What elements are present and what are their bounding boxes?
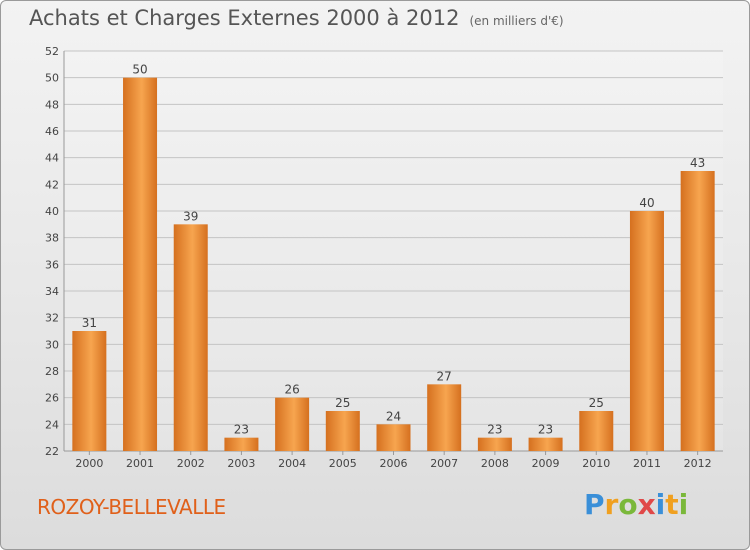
logo-letter: x — [637, 488, 656, 521]
y-tick-label: 22 — [45, 445, 59, 458]
chart-title-text: Achats et Charges Externes 2000 à 2012 — [29, 6, 460, 30]
bar-2001 — [123, 77, 158, 452]
logo-letter: i — [678, 488, 689, 521]
x-tick-label-2010: 2010 — [582, 457, 610, 470]
bar-2008 — [477, 437, 512, 451]
x-tick-label-2009: 2009 — [532, 457, 560, 470]
value-label-2012: 43 — [690, 156, 705, 170]
value-label-2009: 23 — [538, 423, 553, 437]
y-tick-label: 32 — [45, 312, 59, 325]
value-label-2008: 23 — [487, 423, 502, 437]
logo-letter: o — [618, 488, 638, 521]
bar-2002 — [173, 224, 208, 451]
logo-letter: i — [655, 488, 666, 521]
value-label-2003: 23 — [234, 423, 249, 437]
chart-title: Achats et Charges Externes 2000 à 2012 (e… — [29, 6, 564, 30]
bar-2003 — [224, 437, 259, 451]
value-label-2000: 31 — [82, 316, 97, 330]
logo-letter: t — [665, 488, 679, 521]
proxiti-logo: Proxiti — [584, 488, 688, 521]
chart-unit: (en milliers d'€) — [469, 14, 564, 28]
y-tick-label: 42 — [45, 178, 59, 191]
x-tick-label-2003: 2003 — [227, 457, 255, 470]
bar-2004 — [275, 397, 310, 451]
y-tick-label: 38 — [45, 232, 59, 245]
bars — [72, 77, 715, 452]
logo-letter: P — [584, 488, 605, 521]
value-label-2004: 26 — [284, 383, 299, 397]
y-tick-label: 36 — [45, 258, 59, 271]
y-tick-label: 34 — [45, 285, 59, 298]
x-tick-label-2007: 2007 — [430, 457, 458, 470]
y-tick-label: 40 — [45, 205, 59, 218]
x-tick-label-2001: 2001 — [126, 457, 154, 470]
value-labels: 31 50 39 23 26 25 24 27 23 23 25 40 43 — [82, 63, 706, 437]
bar-2007 — [427, 384, 462, 451]
place-name: ROZOY-BELLEVALLE — [37, 495, 226, 519]
x-tick-label-2004: 2004 — [278, 457, 306, 470]
bar-2010 — [579, 411, 614, 451]
x-axis-ticks: 2000 2001 2002 2003 2004 2005 2006 2007 2008 2009… — [75, 451, 712, 470]
y-tick-label: 48 — [45, 98, 59, 111]
x-tick-label-2002: 2002 — [177, 457, 205, 470]
bar-2000 — [72, 331, 107, 451]
y-tick-label: 46 — [45, 125, 59, 138]
y-tick-label: 44 — [45, 152, 59, 165]
plot-area — [64, 51, 723, 451]
y-tick-label: 52 — [45, 45, 59, 58]
value-label-2010: 25 — [589, 396, 604, 410]
value-label-2001: 50 — [132, 63, 147, 77]
bar-2006 — [376, 424, 411, 451]
value-label-2002: 39 — [183, 209, 198, 223]
y-tick-label: 30 — [45, 338, 59, 351]
bar-2011 — [629, 211, 664, 451]
bar-2005 — [325, 411, 360, 451]
bar-2009 — [528, 437, 563, 451]
value-label-2005: 25 — [335, 396, 350, 410]
value-label-2007: 27 — [437, 369, 452, 383]
bar-2012 — [680, 171, 715, 451]
value-label-2011: 40 — [639, 196, 654, 210]
x-tick-label-2006: 2006 — [380, 457, 408, 470]
y-axis-ticks: 22 24 26 28 30 32 34 36 38 40 42 44 46 48 50 52 — [45, 45, 59, 458]
x-tick-label-2012: 2012 — [684, 457, 712, 470]
x-tick-label-2008: 2008 — [481, 457, 509, 470]
value-label-2006: 24 — [386, 409, 401, 423]
y-tick-label: 50 — [45, 72, 59, 85]
x-tick-label-2000: 2000 — [75, 457, 103, 470]
y-tick-label: 28 — [45, 365, 59, 378]
x-tick-label-2011: 2011 — [633, 457, 661, 470]
y-tick-label: 24 — [45, 418, 59, 431]
x-tick-label-2005: 2005 — [329, 457, 357, 470]
logo-letter: r — [604, 488, 619, 521]
y-tick-label: 26 — [45, 392, 59, 405]
